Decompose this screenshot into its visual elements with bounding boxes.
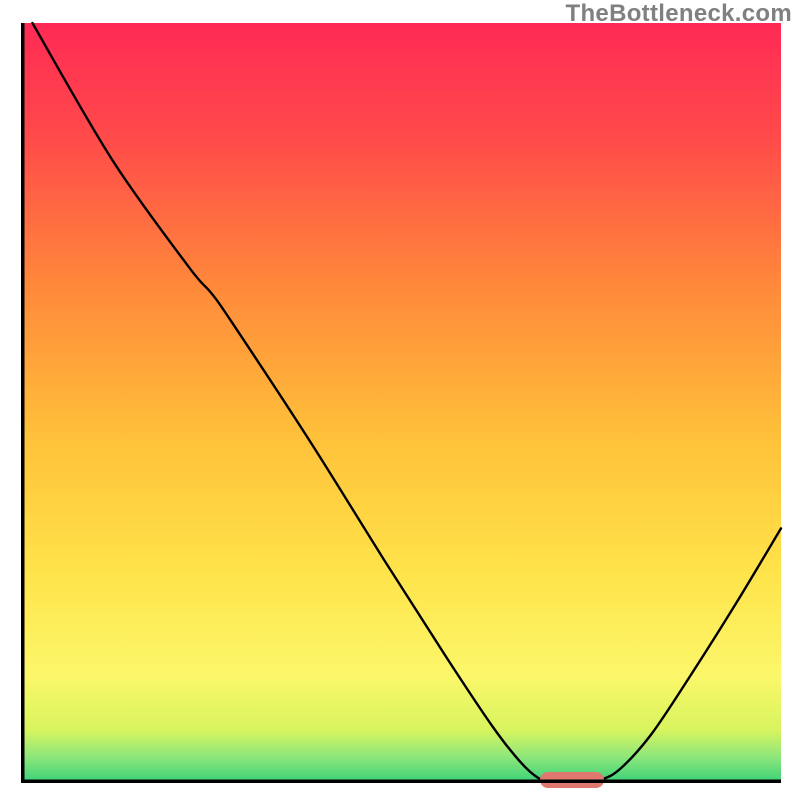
watermark-text: TheBottleneck.com: [566, 0, 792, 28]
chart-root: TheBottleneck.com: [0, 0, 800, 800]
axes-layer: [21, 23, 781, 783]
plot-area: [21, 23, 781, 783]
